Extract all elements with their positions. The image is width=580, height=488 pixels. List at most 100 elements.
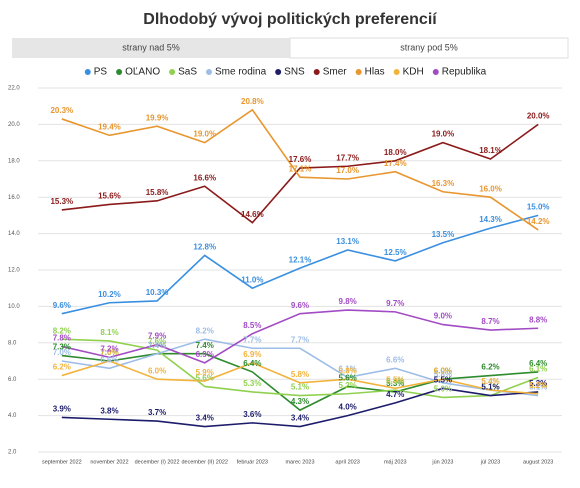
x-tick-label: júl 2023 [480,459,500,465]
data-label: 5.1% [481,383,499,392]
x-tick-label: august 2023 [523,459,553,465]
data-label: 10.2% [98,290,121,299]
data-label: 7.8% [53,334,71,343]
data-label: 8.7% [481,317,499,326]
y-tick-label: 4.0 [8,413,17,419]
data-label: 9.6% [53,301,71,310]
data-label: 12.8% [193,243,216,252]
data-label: 8.8% [529,315,547,324]
legend-marker [84,69,91,75]
series-line [61,352,539,412]
x-tick-label: apríl 2023 [335,459,359,465]
data-label: 7.0% [100,348,118,357]
data-label: 5.5% [434,375,452,384]
data-label: 14.2% [527,217,550,226]
data-label: 17.1% [289,164,312,173]
data-label: 7.3% [53,343,71,352]
legend-label: SaS [178,67,197,78]
data-label: 16.3% [432,179,455,188]
data-label: 5.8% [434,370,452,379]
data-label: 7.2% [100,344,118,353]
x-tick-label: február 2023 [237,459,268,465]
data-label: 9.6% [291,301,309,310]
data-label: 12.5% [384,248,407,257]
data-label: 7.7% [291,335,309,344]
data-label: 3.6% [243,410,261,419]
y-tick-label: 6.0 [8,377,17,383]
data-label: 20.0% [527,112,550,121]
data-label: 6.4% [529,359,547,368]
tab-label[interactable]: strany pod 5% [400,42,458,52]
data-label: 3.4% [291,414,309,423]
data-label: 19.9% [146,113,169,122]
data-label: 5.1% [529,383,547,392]
data-label: 6.0% [434,366,452,375]
legend-label: Hlas [365,67,385,78]
data-label: 7.0% [53,348,71,357]
legend-label: Sme rodina [215,67,267,78]
data-label: 14.3% [479,215,502,224]
x-tick-label: máj 2023 [384,459,407,465]
data-label: 9.7% [386,299,404,308]
legend-label: KDH [403,67,424,78]
series-line [61,387,539,428]
data-label: 7.6% [148,337,166,346]
data-label: 17.6% [289,155,312,164]
data-label: 8.2% [196,326,214,335]
series-line [61,309,539,364]
data-label: 7.4% [196,341,214,350]
tab[interactable] [289,37,569,59]
y-tick-label: 2.0 [8,450,17,456]
y-tick-label: 22.0 [8,86,20,92]
x-tick-label: november 2022 [90,459,128,465]
data-label: 7.0% [100,348,118,357]
data-label: 15.6% [98,192,121,201]
series-line [61,214,539,315]
data-label: 3.7% [148,408,166,417]
data-label: 5.9% [196,368,214,377]
data-label: 14.6% [241,210,264,219]
series-line [61,338,539,397]
data-label: 5.3% [386,379,404,388]
data-label: 5.3% [529,379,547,388]
x-tick-label: december (II) 2022 [181,459,227,465]
legend-marker [313,69,320,75]
data-label: 5.4% [386,377,404,386]
tab[interactable] [12,38,290,58]
data-label: 17.0% [336,166,359,175]
y-tick-label: 10.0 [8,304,20,310]
data-label: 3.9% [53,405,71,414]
data-label: 6.1% [339,364,357,373]
data-label: 15.0% [527,203,550,212]
data-label: 5.6% [196,374,214,383]
data-label: 5.4% [481,377,499,386]
tab-label[interactable]: strany nad 5% [122,42,180,52]
data-label: 13.5% [432,230,455,239]
data-label: 13.1% [336,237,359,246]
legend-marker [206,69,213,75]
y-tick-label: 20.0 [8,122,20,128]
legend-marker [169,69,176,75]
data-label: 8.2% [53,326,71,335]
data-label: 3.8% [100,406,118,415]
legend-label: SNS [284,67,305,78]
data-label: 16.6% [193,173,216,182]
data-label: 7.4% [148,341,166,350]
x-tick-label: september 2022 [42,459,82,465]
y-tick-label: 8.0 [8,340,17,346]
data-label: 9.0% [434,312,452,321]
data-label: 3.4% [196,414,214,423]
legend-marker [355,69,362,75]
data-label: 5.5% [386,375,404,384]
x-tick-label: december (I) 2022 [135,459,180,465]
data-label: 5.3% [243,379,261,388]
data-label: 6.0% [434,366,452,375]
data-label: 19.0% [432,130,455,139]
data-label: 17.7% [336,153,359,162]
legend-marker [116,69,123,75]
y-tick-label: 18.0 [8,158,20,164]
series-line [61,360,539,395]
legend-label: OĽANO [125,67,160,78]
data-label: 5.1% [481,383,499,392]
